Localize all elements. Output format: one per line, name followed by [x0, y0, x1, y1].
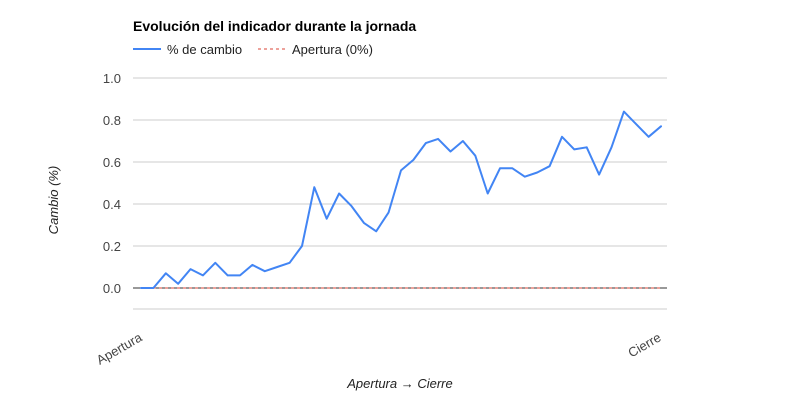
data-point[interactable] [237, 272, 243, 278]
y-tick-label: 0.8 [103, 113, 121, 128]
legend-item-reference[interactable]: Apertura (0%) [258, 42, 373, 57]
data-point[interactable] [633, 121, 639, 127]
y-tick-label: 0.2 [103, 239, 121, 254]
data-point[interactable] [448, 149, 454, 155]
data-point[interactable] [497, 165, 503, 171]
legend-item-series[interactable]: % de cambio [133, 42, 242, 57]
data-point[interactable] [410, 157, 416, 163]
data-point[interactable] [361, 220, 367, 226]
data-point[interactable] [225, 272, 231, 278]
x-axis-title: Apertura → Cierre [346, 376, 452, 391]
data-point[interactable] [621, 109, 627, 115]
data-point[interactable] [163, 270, 169, 276]
data-point[interactable] [299, 243, 305, 249]
data-point[interactable] [324, 216, 330, 222]
data-point[interactable] [509, 165, 515, 171]
gridlines [133, 77, 667, 310]
plot-area [138, 109, 664, 291]
x-axis-ticks: Apertura Cierre [94, 329, 664, 367]
y-axis-title: Cambio (%) [46, 166, 61, 235]
data-point[interactable] [658, 123, 664, 129]
legend: % de cambio Apertura (0%) [133, 42, 373, 57]
data-point[interactable] [571, 146, 577, 152]
data-point[interactable] [311, 184, 317, 190]
data-point[interactable] [485, 191, 491, 197]
y-axis-ticks: 0.0 0.2 0.4 0.6 0.8 1.0 [103, 71, 121, 296]
data-point[interactable] [188, 266, 194, 272]
data-point[interactable] [175, 281, 181, 287]
data-point[interactable] [646, 134, 652, 140]
data-point[interactable] [138, 285, 144, 291]
data-point[interactable] [584, 144, 590, 150]
y-tick-label: 1.0 [103, 71, 121, 86]
data-point[interactable] [398, 167, 404, 173]
data-point[interactable] [150, 285, 156, 291]
data-point[interactable] [534, 170, 540, 176]
data-point[interactable] [249, 262, 255, 268]
y-tick-label: 0.6 [103, 155, 121, 170]
y-tick-label: 0.4 [103, 197, 121, 212]
x-tick-label: Apertura [94, 329, 145, 367]
data-point[interactable] [472, 153, 478, 159]
data-point[interactable] [435, 136, 441, 142]
legend-label-reference: Apertura (0%) [292, 42, 373, 57]
data-point[interactable] [200, 272, 206, 278]
data-point[interactable] [336, 191, 342, 197]
data-point[interactable] [608, 144, 614, 150]
series-line-percent-change[interactable] [140, 110, 662, 289]
data-point[interactable] [460, 138, 466, 144]
data-point[interactable] [287, 260, 293, 266]
data-point[interactable] [274, 264, 280, 270]
data-point[interactable] [547, 163, 553, 169]
x-tick-label: Cierre [625, 330, 663, 361]
data-point[interactable] [386, 209, 392, 215]
data-point[interactable] [373, 228, 379, 234]
data-point[interactable] [522, 174, 528, 180]
data-point[interactable] [212, 260, 218, 266]
data-point[interactable] [423, 140, 429, 146]
chart-title: Evolución del indicador durante la jorna… [133, 18, 416, 34]
y-tick-label: 0.0 [103, 281, 121, 296]
legend-label-series: % de cambio [167, 42, 242, 57]
data-point[interactable] [596, 172, 602, 178]
data-point[interactable] [559, 134, 565, 140]
data-point[interactable] [262, 268, 268, 274]
data-point[interactable] [348, 203, 354, 209]
